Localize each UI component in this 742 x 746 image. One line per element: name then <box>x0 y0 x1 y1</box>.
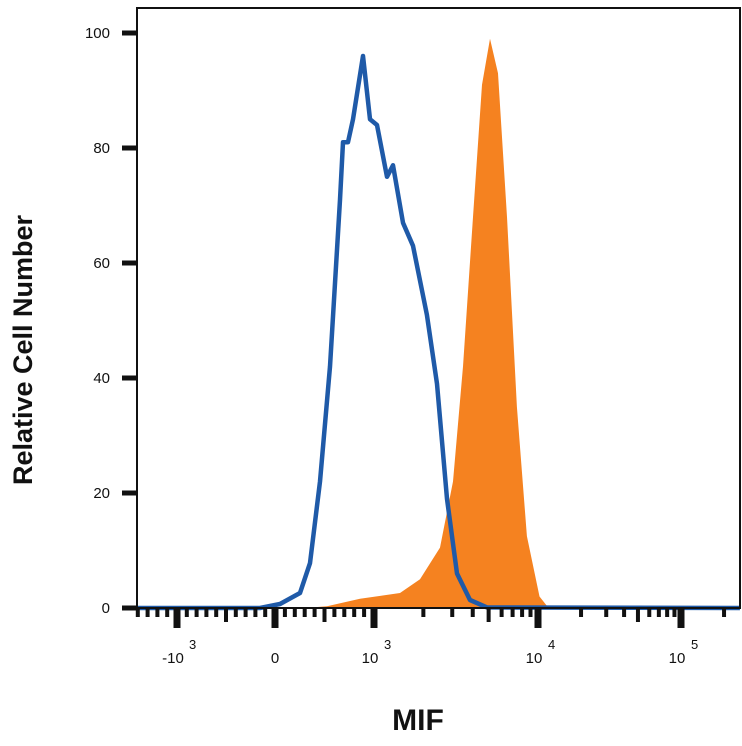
x-major-tick <box>370 608 378 628</box>
x-minor-tick <box>421 608 426 617</box>
x-minor-tick <box>302 608 307 617</box>
x-minor-tick <box>224 608 228 622</box>
x-minor-tick <box>579 608 584 617</box>
y-tick <box>122 260 137 266</box>
x-minor-tick <box>292 608 297 617</box>
x-minor-tick <box>322 608 327 622</box>
x-minor-tick <box>214 608 219 617</box>
x-minor-tick <box>332 608 337 617</box>
x-tick-exponent: 4 <box>548 637 555 652</box>
x-tick-label: 10 <box>362 650 379 667</box>
x-minor-tick <box>362 608 367 617</box>
x-minor-tick <box>528 608 533 617</box>
y-tick-label: 60 <box>93 255 110 272</box>
x-minor-tick <box>622 608 627 617</box>
x-minor-tick <box>665 608 670 617</box>
x-major-tick <box>271 608 279 628</box>
plot-frame <box>136 7 741 609</box>
x-tick-exponent: 5 <box>691 637 698 652</box>
x-minor-tick <box>243 608 248 617</box>
x-minor-tick <box>722 608 727 617</box>
y-tick-label: 0 <box>102 600 110 617</box>
axis-layer: 0 20 40 60 80 100 -10 3 0 10 3 10 4 10 5 <box>85 7 741 667</box>
y-tick <box>122 30 137 36</box>
series-area-mif-antibody <box>304 38 549 609</box>
x-minor-tick <box>145 608 150 617</box>
x-minor-tick <box>656 608 661 617</box>
y-axis-title: Relative Cell Number <box>8 214 38 485</box>
x-tick-exponent: 3 <box>189 637 196 652</box>
x-major-tick <box>173 608 181 628</box>
x-minor-tick <box>499 608 504 617</box>
x-minor-tick <box>604 608 609 617</box>
y-tick <box>122 490 137 496</box>
y-tick-label: 100 <box>85 25 110 42</box>
x-minor-tick <box>510 608 515 617</box>
x-minor-tick <box>155 608 160 617</box>
x-minor-tick <box>135 608 140 617</box>
x-tick-exponent: 3 <box>384 637 391 652</box>
x-minor-tick <box>263 608 268 617</box>
x-minor-tick <box>470 608 475 617</box>
y-tick <box>122 375 137 381</box>
x-major-tick <box>534 608 542 628</box>
x-minor-tick <box>647 608 652 617</box>
x-tick-label: 10 <box>526 650 543 667</box>
x-tick-label: 10 <box>669 650 686 667</box>
y-tick-label: 80 <box>93 140 110 157</box>
series-line-isotype-control <box>137 53 740 611</box>
x-minor-tick <box>520 608 525 617</box>
x-minor-tick <box>282 608 287 617</box>
x-minor-tick <box>342 608 347 617</box>
x-minor-tick <box>450 608 455 617</box>
x-minor-tick <box>352 608 357 617</box>
x-minor-tick <box>204 608 209 617</box>
x-minor-tick <box>184 608 189 617</box>
x-minor-tick <box>253 608 258 617</box>
series-layer <box>137 38 740 611</box>
x-major-tick <box>677 608 685 628</box>
x-axis-title: MIF <box>392 704 444 737</box>
x-minor-tick <box>194 608 199 617</box>
y-tick <box>122 145 137 151</box>
x-tick-label: -10 <box>162 650 184 667</box>
y-tick-label: 20 <box>93 485 110 502</box>
x-minor-tick <box>672 608 677 617</box>
x-tick-label: 0 <box>271 650 279 667</box>
x-minor-tick <box>486 608 491 622</box>
x-minor-tick <box>165 608 170 617</box>
x-minor-tick <box>635 608 640 622</box>
x-minor-tick <box>312 608 317 617</box>
x-minor-tick <box>233 608 238 617</box>
y-tick-label: 40 <box>93 370 110 387</box>
y-tick <box>122 605 137 611</box>
